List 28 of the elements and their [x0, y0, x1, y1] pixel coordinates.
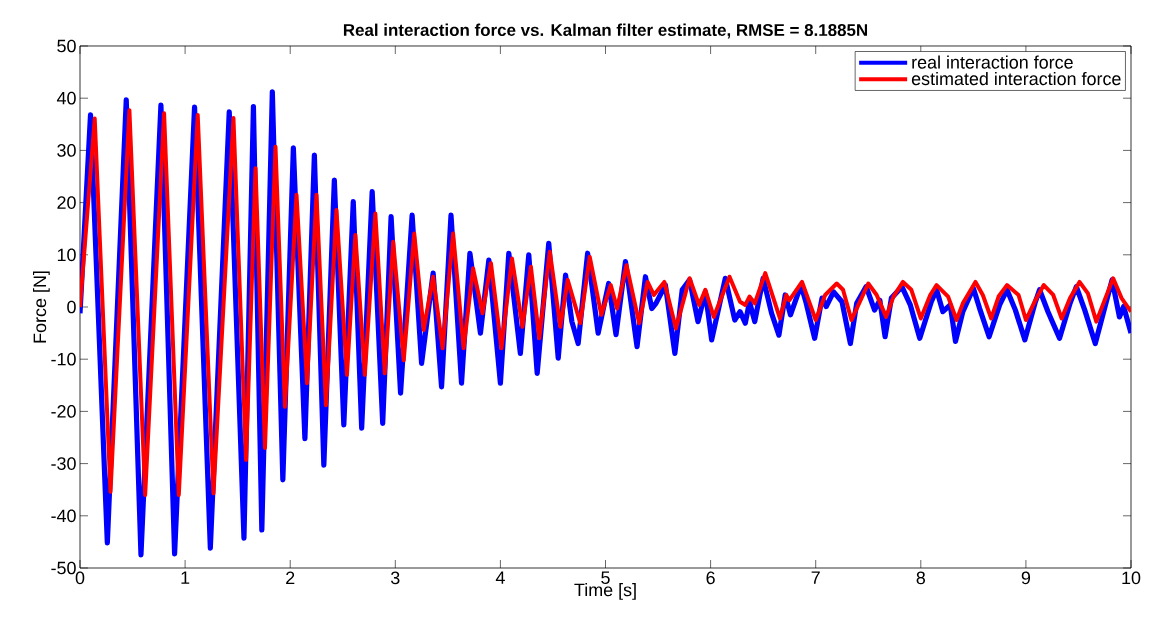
y-tick-label: 30: [57, 144, 76, 157]
x-tick-label: 8: [916, 571, 926, 585]
x-tick-label: 7: [811, 571, 820, 584]
x-tick-label: 10: [1122, 571, 1141, 585]
y-tick-label: -20: [51, 405, 76, 418]
line-series: [80, 108, 1131, 497]
y-tick-label: -50: [51, 561, 76, 575]
x-tick-label: 1: [181, 571, 190, 584]
x-tick-label: 0: [75, 571, 85, 585]
x-tick-label: 6: [706, 571, 715, 585]
y-tick-label: 20: [57, 196, 76, 209]
y-tick-label: -40: [51, 509, 76, 523]
x-tick-label: 5: [601, 571, 610, 585]
chart-title: Real interaction force vs. Kalman filter estimate, RMSE = 8.1885N: [343, 23, 868, 39]
legend-label: estimated interaction force: [911, 71, 1121, 86]
y-tick-label: -10: [51, 352, 76, 366]
y-tick-label: 50: [57, 39, 76, 53]
x-tick-label: 4: [495, 571, 505, 584]
y-tick-label: -30: [51, 457, 76, 470]
legend-label: real interaction force: [912, 55, 1073, 69]
y-tick-label: 40: [56, 91, 76, 105]
x-tick-label: 2: [286, 571, 295, 585]
x-tick-label: 3: [391, 571, 400, 585]
x-tick-label: 9: [1021, 571, 1031, 585]
y-tick-label: 10: [57, 248, 76, 262]
y-tick-label: 0: [67, 300, 76, 314]
y-axis-title: Force [N]: [33, 271, 50, 343]
x-axis-title: Time [s]: [574, 583, 636, 600]
